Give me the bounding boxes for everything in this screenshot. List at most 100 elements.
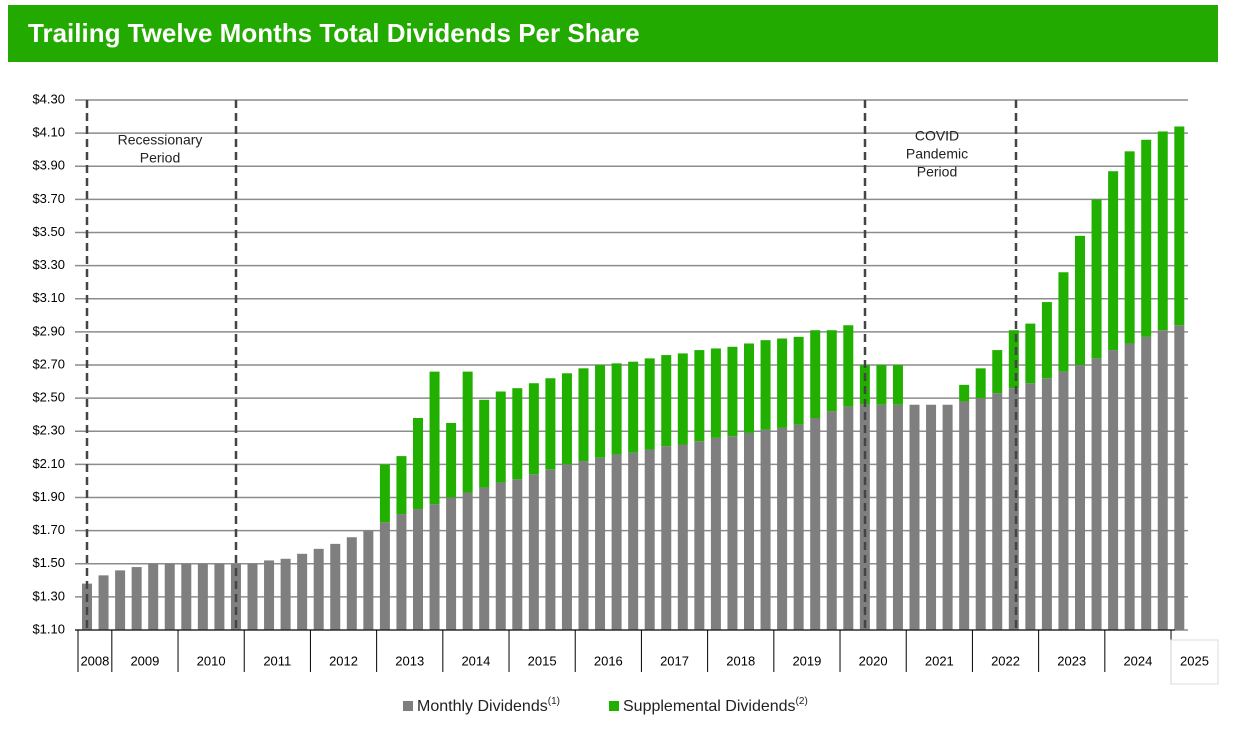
monthly-bar [1108, 350, 1119, 630]
x-tick-label: 2009 [130, 653, 159, 668]
monthly-bar [396, 514, 407, 630]
supplemental-bar [628, 361, 639, 453]
monthly-bar [561, 464, 572, 630]
monthly-bar [148, 563, 159, 630]
y-tick-label: $2.70 [32, 356, 65, 371]
x-tick-label: 2008 [80, 653, 109, 668]
supplemental-bar [528, 383, 539, 475]
monthly-bar [909, 404, 920, 630]
y-tick-label: $2.90 [32, 323, 65, 338]
supplemental-bar [1091, 199, 1102, 359]
monthly-bar [710, 437, 721, 630]
monthly-bar [959, 401, 970, 630]
monthly-bar [694, 441, 705, 630]
year-cell [1170, 639, 1219, 685]
supplemental-bar [975, 368, 986, 399]
period-label: Recessionary [118, 132, 203, 148]
monthly-bar [628, 452, 639, 630]
legend-label: Monthly Dividends [417, 698, 548, 715]
monthly-bar [942, 404, 953, 630]
supplemental-bar [843, 325, 854, 407]
y-tick-label: $3.30 [32, 257, 65, 272]
y-tick-label: $3.90 [32, 158, 65, 173]
monthly-bar [1141, 336, 1152, 630]
supplemental-bar [379, 464, 390, 523]
monthly-bar [247, 563, 258, 630]
x-tick-label: 2010 [197, 653, 226, 668]
x-tick-label: 2011 [263, 653, 291, 668]
monthly-bar [545, 469, 556, 630]
supplemental-bar [1157, 131, 1168, 331]
legend-note: (2) [796, 696, 808, 707]
x-tick-label: 2015 [528, 653, 557, 668]
supplemental-bar [661, 355, 672, 447]
monthly-bar [1041, 378, 1052, 630]
supplemental-bar [1174, 126, 1185, 326]
supplemental-bar [1108, 171, 1119, 351]
title-banner [8, 5, 1218, 62]
monthly-bar [115, 570, 126, 630]
x-tick-label: 2012 [329, 653, 358, 668]
monthly-bar [313, 548, 324, 630]
monthly-bar [1025, 383, 1036, 630]
y-tick-label: $1.70 [32, 522, 65, 537]
monthly-bar [98, 575, 109, 630]
y-tick-label: $1.50 [32, 555, 65, 570]
monthly-bar [793, 424, 804, 630]
supplemental-bar [413, 418, 423, 510]
monthly-bar [661, 446, 672, 630]
monthly-bar [280, 558, 291, 630]
supplemental-bar [959, 384, 970, 402]
y-tick-label: $4.10 [32, 125, 65, 140]
x-tick-label: 2019 [792, 653, 821, 668]
supplemental-bar [677, 353, 688, 445]
x-tick-label: 2021 [925, 653, 954, 668]
supplemental-bar [1025, 323, 1036, 384]
monthly-bar [528, 474, 539, 630]
monthly-bar [181, 563, 192, 630]
supplemental-bar [1124, 151, 1135, 344]
monthly-bar [611, 454, 622, 630]
supplemental-bar [1041, 302, 1052, 379]
monthly-bar [578, 461, 589, 630]
supplemental-bar [1008, 330, 1019, 389]
supplemental-bar [826, 330, 837, 412]
x-tick-label: 2017 [660, 653, 689, 668]
period-label: Pandemic [906, 146, 968, 162]
supplemental-bar [495, 391, 506, 483]
supplemental-bar [644, 358, 655, 450]
monthly-bar [644, 449, 655, 630]
monthly-bar [330, 543, 341, 630]
monthly-bar [1174, 325, 1185, 630]
supplemental-bar [561, 373, 572, 465]
supplemental-bar [479, 399, 490, 488]
y-tick-label: $3.70 [32, 191, 65, 206]
supplemental-bar [760, 340, 771, 430]
monthly-bar [892, 404, 903, 630]
supplemental-bar [892, 365, 903, 405]
legend-entry: Monthly Dividends(1) [417, 696, 560, 716]
supplemental-bar [744, 343, 754, 433]
supplemental-bar [876, 365, 887, 405]
legend-swatch [403, 701, 413, 711]
supplemental-bar [710, 348, 721, 438]
monthly-bar [512, 479, 523, 630]
monthly-bar [264, 560, 275, 630]
monthly-bar [462, 492, 473, 630]
supplemental-bar [810, 330, 821, 418]
supplemental-bar [1075, 235, 1085, 365]
supplemental-bar [777, 338, 788, 428]
monthly-bar [363, 530, 374, 630]
supplemental-bar [396, 456, 407, 515]
x-tick-label: 2024 [1123, 653, 1152, 668]
monthly-bar [595, 457, 606, 630]
monthly-bar [744, 432, 754, 630]
x-tick-label: 2022 [991, 653, 1020, 668]
monthly-bar [777, 427, 788, 630]
x-tick-label: 2018 [726, 653, 755, 668]
y-tick-label: $1.10 [32, 621, 65, 636]
monthly-bar [495, 482, 506, 630]
monthly-bar [975, 398, 986, 630]
y-tick-label: $3.10 [32, 290, 65, 305]
